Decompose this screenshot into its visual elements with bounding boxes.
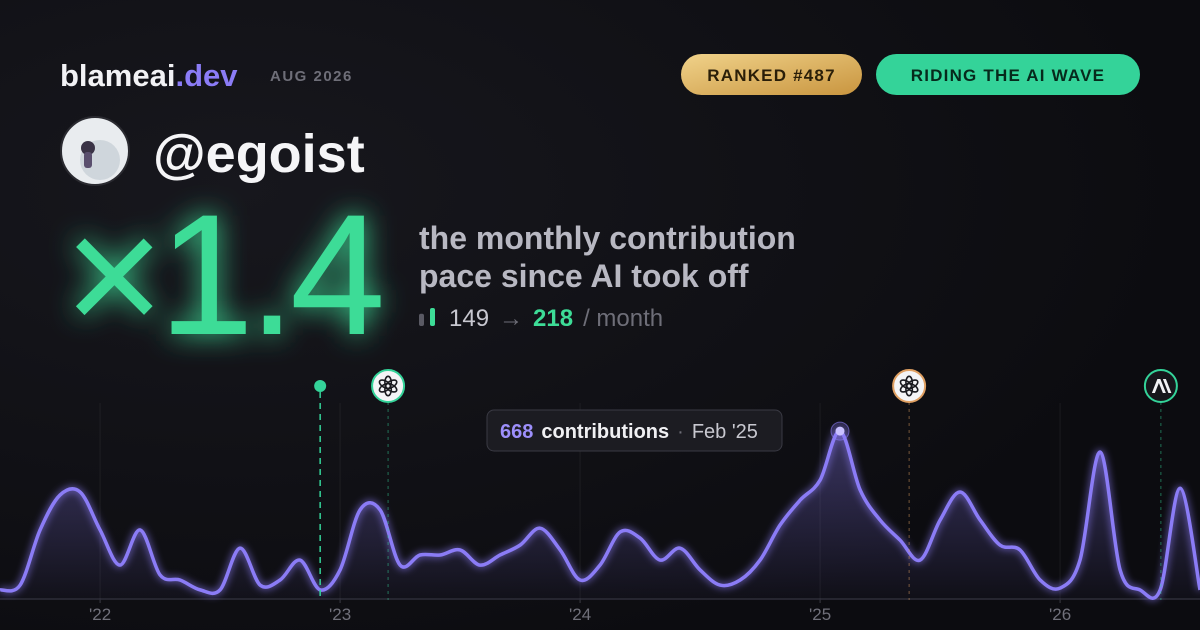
tooltip-box (486, 409, 783, 452)
event-marker (371, 369, 406, 600)
rank-badge-text: RANKED #487 (707, 66, 835, 85)
wave-badge-text: RIDING THE AI WAVE (911, 66, 1105, 85)
series-line (0, 429, 1200, 600)
event-icon (371, 369, 406, 403)
logo-shape (1162, 379, 1172, 393)
wave-badge (876, 54, 1140, 95)
tooltip-unit: contributions (541, 421, 669, 443)
tooltip-date: Feb '25 (692, 421, 758, 443)
highlight-dot (835, 426, 845, 436)
event-marker (314, 380, 327, 600)
event-dot (314, 380, 327, 392)
multiplier: ×1.4 (64, 179, 381, 371)
stat-unit: / month (583, 305, 663, 332)
x-tick-label: '24 (569, 605, 591, 624)
stat-bar (419, 313, 424, 326)
stat-to: 218 (533, 305, 573, 332)
tooltip-value: 668 (500, 421, 533, 443)
event-marker (892, 369, 927, 600)
logo-shape (1151, 379, 1166, 393)
event-icon (892, 369, 927, 403)
stat-arrow: → (499, 305, 523, 332)
stat-bar (430, 308, 435, 326)
brand: blameai.dev (60, 58, 238, 93)
x-tick-label: '22 (89, 605, 111, 624)
brand-name: blameai (60, 58, 175, 93)
logo-petal (378, 379, 392, 390)
area (0, 431, 1200, 600)
x-tick-label: '25 (809, 605, 831, 624)
period: AUG 2026 (270, 68, 353, 85)
stat-from: 149 (449, 305, 489, 332)
x-tick-label: '26 (1049, 605, 1071, 624)
tooltip-text: 668 contributions · Feb '25 (500, 421, 758, 443)
headline-line2: pace since AI took off (419, 258, 749, 294)
rank-badge (681, 54, 862, 95)
stat: 149 → 218 / month (449, 305, 663, 332)
headline-line1: the monthly contribution (419, 220, 796, 256)
event-marker (1143, 369, 1178, 600)
brand-suffix: .dev (175, 58, 238, 93)
x-tick-label: '23 (329, 605, 351, 624)
tooltip-separator: · (677, 421, 684, 443)
stat-icon (419, 308, 435, 326)
chart: '22 '23 '24 '25 '26 668 contributions · Feb '25 (0, 369, 1200, 624)
logo-petal (899, 379, 913, 390)
avatar (60, 116, 130, 186)
handle: @egoist (153, 124, 365, 184)
